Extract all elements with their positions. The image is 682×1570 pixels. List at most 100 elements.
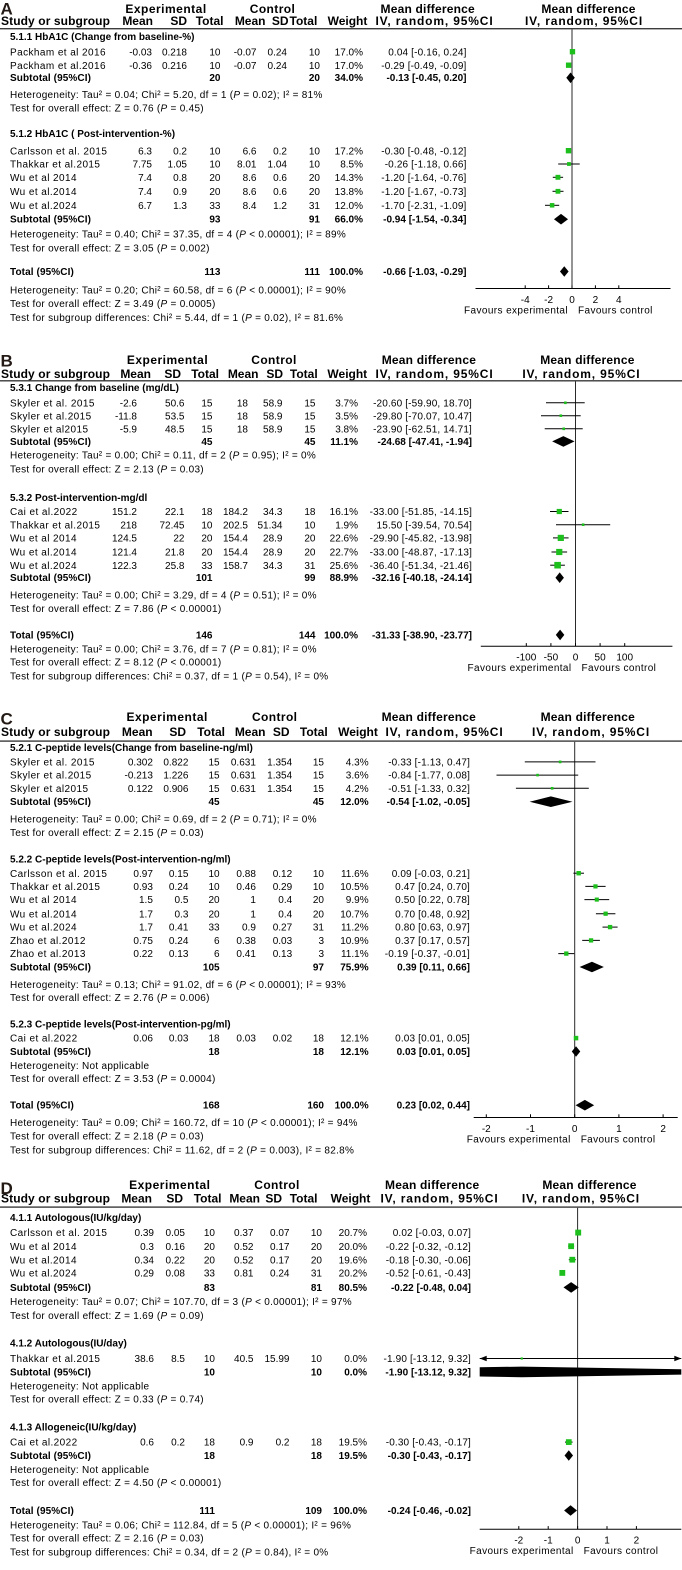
svg-text:0.39 [0.11, 0.66]: 0.39 [0.11, 0.66] bbox=[397, 962, 470, 973]
svg-text:1.7: 1.7 bbox=[139, 909, 153, 920]
svg-text:8.6: 8.6 bbox=[243, 187, 257, 198]
svg-text:20: 20 bbox=[201, 534, 213, 545]
svg-text:-23.90 [-62.51, 14.71]: -23.90 [-62.51, 14.71] bbox=[373, 424, 472, 435]
svg-text:0.80 [0.63, 0.97]: 0.80 [0.63, 0.97] bbox=[395, 923, 470, 934]
svg-text:Mean difference: Mean difference bbox=[541, 710, 635, 724]
svg-text:Test for overall effect: Z = 3: Test for overall effect: Z = 3.05 (P = 0… bbox=[10, 243, 210, 254]
svg-text:20: 20 bbox=[311, 1255, 323, 1266]
svg-text:0.9: 0.9 bbox=[173, 187, 187, 198]
svg-text:Test for overall effect: Z = 1: Test for overall effect: Z = 1.69 (P = 0… bbox=[10, 1311, 204, 1322]
svg-text:58.9: 58.9 bbox=[263, 424, 283, 435]
svg-text:C: C bbox=[1, 709, 13, 728]
svg-text:168: 168 bbox=[203, 1101, 220, 1112]
svg-text:Wu et al.2024: Wu et al.2024 bbox=[10, 201, 77, 212]
svg-text:15: 15 bbox=[313, 771, 325, 782]
svg-text:20: 20 bbox=[201, 548, 213, 559]
svg-text:20: 20 bbox=[209, 173, 221, 184]
svg-text:15: 15 bbox=[208, 784, 220, 795]
svg-text:5.1.2 HbA1C ( Post-interventio: 5.1.2 HbA1C ( Post-intervention-%) bbox=[10, 129, 175, 140]
svg-text:10: 10 bbox=[309, 146, 321, 157]
svg-text:218: 218 bbox=[120, 520, 137, 531]
svg-text:Study or subgroup: Study or subgroup bbox=[1, 1192, 110, 1206]
svg-text:111: 111 bbox=[199, 1506, 215, 1517]
svg-text:1.7: 1.7 bbox=[139, 923, 153, 934]
svg-text:0.13: 0.13 bbox=[169, 949, 189, 960]
svg-text:4.3%: 4.3% bbox=[346, 758, 369, 769]
svg-text:10: 10 bbox=[209, 61, 221, 72]
svg-text:-1.70 [-2.31, -1.09]: -1.70 [-2.31, -1.09] bbox=[381, 201, 466, 212]
svg-text:25.6%: 25.6% bbox=[330, 561, 358, 572]
svg-text:51.34: 51.34 bbox=[257, 520, 282, 531]
svg-text:3.7%: 3.7% bbox=[335, 398, 358, 409]
svg-text:10: 10 bbox=[304, 520, 316, 531]
svg-text:1.5: 1.5 bbox=[139, 895, 153, 906]
svg-text:-4: -4 bbox=[521, 295, 530, 306]
svg-text:0.4: 0.4 bbox=[278, 909, 292, 920]
svg-text:144: 144 bbox=[299, 630, 316, 641]
svg-text:19.5%: 19.5% bbox=[339, 1438, 367, 1449]
svg-text:-0.52 [-0.61, -0.43]: -0.52 [-0.61, -0.43] bbox=[386, 1269, 471, 1280]
svg-text:Subtotal (95%CI): Subtotal (95%CI) bbox=[10, 797, 91, 808]
svg-text:B: B bbox=[1, 351, 13, 370]
svg-text:SD: SD bbox=[266, 367, 283, 381]
svg-text:Total: Total bbox=[196, 14, 224, 28]
svg-text:Mean: Mean bbox=[122, 14, 153, 28]
svg-text:SD: SD bbox=[166, 1192, 183, 1206]
svg-text:34.3: 34.3 bbox=[263, 561, 283, 572]
svg-text:0.52: 0.52 bbox=[234, 1242, 254, 1253]
svg-text:Weight: Weight bbox=[338, 725, 378, 739]
svg-text:10: 10 bbox=[309, 61, 321, 72]
svg-text:Mean: Mean bbox=[121, 1192, 152, 1206]
svg-text:20: 20 bbox=[309, 173, 321, 184]
svg-text:15: 15 bbox=[313, 758, 325, 769]
svg-text:1.05: 1.05 bbox=[168, 160, 188, 171]
svg-text:Wu et al.2014: Wu et al.2014 bbox=[10, 909, 77, 920]
svg-text:Zhao et al.2012: Zhao et al.2012 bbox=[10, 936, 86, 947]
svg-text:Control: Control bbox=[252, 710, 297, 724]
svg-text:7.75: 7.75 bbox=[133, 160, 153, 171]
svg-text:Test for overall effect: Z = 2: Test for overall effect: Z = 2.18 (P = 0… bbox=[10, 1131, 204, 1142]
svg-text:Skyler et al.2015: Skyler et al.2015 bbox=[10, 411, 92, 422]
svg-text:7.4: 7.4 bbox=[138, 173, 152, 184]
svg-text:Test for overall effect: Z = 0: Test for overall effect: Z = 0.76 (P = 0… bbox=[10, 103, 204, 114]
svg-text:18: 18 bbox=[237, 398, 249, 409]
svg-text:Carlsson et al. 2015: Carlsson et al. 2015 bbox=[10, 1228, 107, 1239]
svg-text:0.29: 0.29 bbox=[273, 882, 293, 893]
svg-text:Control: Control bbox=[251, 353, 296, 367]
svg-text:Favours experimental: Favours experimental bbox=[470, 1546, 574, 1557]
svg-text:-0.03: -0.03 bbox=[129, 47, 152, 58]
svg-text:10: 10 bbox=[309, 47, 321, 58]
svg-text:0.03: 0.03 bbox=[236, 1034, 256, 1045]
svg-text:45: 45 bbox=[313, 797, 325, 808]
svg-text:-0.07: -0.07 bbox=[234, 47, 257, 58]
svg-text:-2: -2 bbox=[482, 1124, 491, 1135]
svg-text:33: 33 bbox=[208, 923, 220, 934]
svg-text:0.29: 0.29 bbox=[135, 1269, 155, 1280]
svg-text:Skyler et al. 2015: Skyler et al. 2015 bbox=[10, 398, 95, 409]
svg-text:Test for overall effect: Z = 4: Test for overall effect: Z = 4.50 (P < 0… bbox=[10, 1478, 221, 1489]
svg-text:-0.30 [-0.48, -0.12]: -0.30 [-0.48, -0.12] bbox=[381, 146, 466, 157]
svg-text:28.9: 28.9 bbox=[263, 534, 283, 545]
svg-text:22.7%: 22.7% bbox=[330, 548, 358, 559]
svg-text:31: 31 bbox=[313, 923, 325, 934]
svg-text:8.5%: 8.5% bbox=[340, 160, 363, 171]
svg-text:8.4: 8.4 bbox=[243, 201, 257, 212]
svg-text:0.24: 0.24 bbox=[169, 882, 189, 893]
svg-text:0.8: 0.8 bbox=[173, 173, 187, 184]
svg-text:-1.90 [-13.12, 9.32]: -1.90 [-13.12, 9.32] bbox=[385, 1367, 471, 1378]
svg-text:-100: -100 bbox=[516, 653, 536, 664]
svg-text:Heterogeneity: Not applicable: Heterogeneity: Not applicable bbox=[10, 1381, 149, 1392]
svg-text:19.5%: 19.5% bbox=[339, 1451, 367, 1462]
svg-text:4.2%: 4.2% bbox=[346, 784, 369, 795]
svg-text:Subtotal (95%CI): Subtotal (95%CI) bbox=[10, 1047, 91, 1058]
svg-text:15: 15 bbox=[201, 398, 213, 409]
svg-text:Heterogeneity: Tau² = 0.04; Ch: Heterogeneity: Tau² = 0.04; Chi² = 5.20,… bbox=[10, 90, 323, 101]
svg-text:D: D bbox=[1, 1179, 13, 1198]
svg-text:-0.30 [-0.43, -0.17]: -0.30 [-0.43, -0.17] bbox=[386, 1438, 471, 1449]
svg-text:3.5%: 3.5% bbox=[335, 411, 358, 422]
svg-text:Subtotal (95%CI): Subtotal (95%CI) bbox=[10, 73, 91, 84]
svg-text:34.3: 34.3 bbox=[263, 507, 283, 518]
svg-text:18: 18 bbox=[237, 424, 249, 435]
svg-text:SD: SD bbox=[265, 1192, 282, 1206]
svg-text:Experimental: Experimental bbox=[127, 353, 208, 367]
